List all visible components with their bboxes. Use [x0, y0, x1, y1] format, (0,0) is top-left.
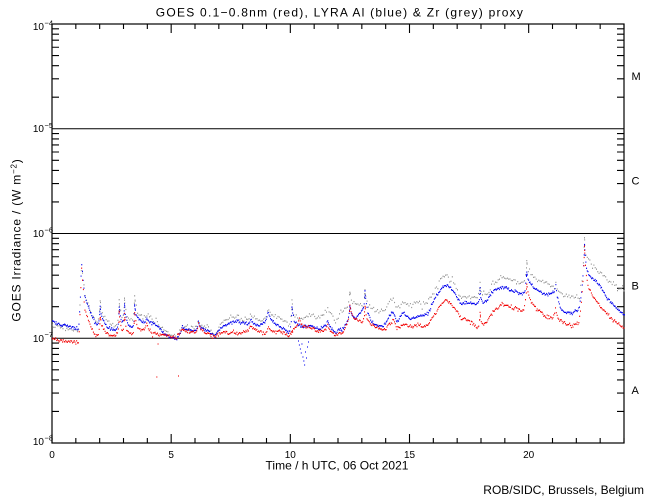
svg-text:Time / h UTC, 06 Oct 2021: Time / h UTC, 06 Oct 2021	[266, 459, 409, 473]
svg-text:10: 10	[33, 229, 45, 240]
svg-text:10: 10	[33, 22, 45, 33]
svg-text:20: 20	[523, 450, 535, 461]
svg-text:10: 10	[33, 334, 45, 345]
svg-text:−5: −5	[45, 121, 54, 130]
svg-text:B: B	[632, 281, 639, 293]
svg-text:−7: −7	[45, 330, 54, 339]
svg-text:C: C	[632, 176, 640, 188]
svg-text:ROB/SIDC, Brussels, Belgium: ROB/SIDC, Brussels, Belgium	[483, 483, 644, 497]
svg-text:10: 10	[33, 124, 45, 135]
svg-text:10: 10	[285, 450, 297, 461]
svg-text:−8: −8	[45, 434, 54, 443]
svg-text:−4: −4	[45, 19, 54, 28]
svg-text:−6: −6	[45, 226, 54, 235]
svg-text:10: 10	[33, 437, 45, 448]
svg-text:M: M	[632, 71, 641, 83]
svg-text:GOES Irradiance / (W m−2): GOES Irradiance / (W m−2)	[10, 158, 24, 321]
svg-text:5: 5	[168, 450, 174, 461]
svg-text:A: A	[632, 385, 640, 397]
svg-text:GOES 0.1−0.8nm (red), LYRA Al: GOES 0.1−0.8nm (red), LYRA Al (blue) & Z…	[156, 6, 524, 20]
svg-text:0: 0	[49, 450, 55, 461]
svg-text:15: 15	[404, 450, 416, 461]
